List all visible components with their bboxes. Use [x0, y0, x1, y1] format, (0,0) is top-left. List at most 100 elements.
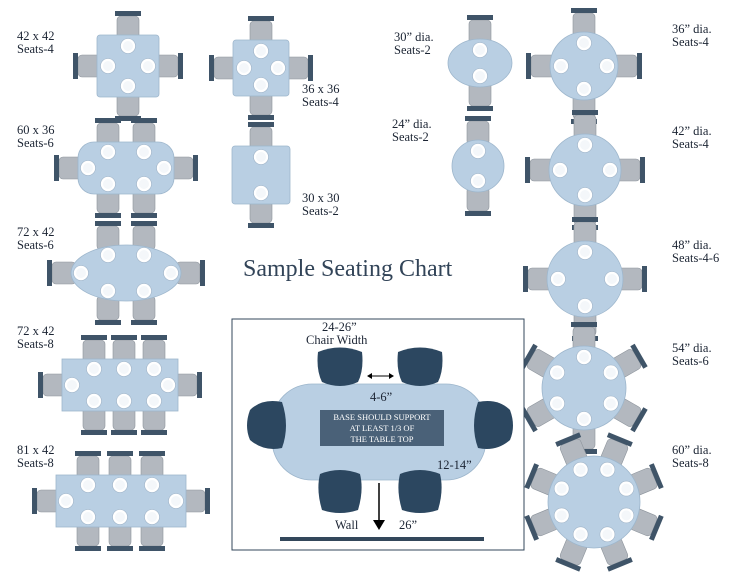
plate	[579, 84, 589, 94]
table-size: 36” dia.	[672, 22, 712, 36]
plate	[556, 61, 566, 71]
chair-back	[525, 157, 530, 183]
plate	[473, 146, 483, 156]
table-label-30x30: 30 x 30 Seats-2	[302, 192, 340, 218]
plate	[605, 367, 616, 378]
table-seats: Seats-4	[672, 35, 709, 49]
plate	[103, 250, 113, 260]
plate	[580, 247, 590, 257]
plate	[473, 176, 483, 186]
table-top	[547, 455, 641, 549]
chair-back	[139, 451, 165, 456]
chair-back	[637, 53, 642, 79]
plate	[83, 512, 93, 522]
chair	[571, 8, 597, 38]
square-table	[231, 122, 291, 228]
table-label-42dia: 42” dia. Seats-4	[672, 125, 712, 151]
chair-back	[248, 122, 274, 127]
chair	[95, 221, 121, 251]
table-edge-label: 12-14”	[437, 458, 472, 472]
chair-back	[606, 432, 633, 447]
chair-back	[73, 53, 78, 79]
plate	[159, 163, 169, 173]
plate	[139, 286, 149, 296]
table-size: 60” dia.	[672, 443, 712, 457]
chair	[131, 118, 157, 148]
table-label-54dia: 54” dia. Seats-6	[672, 342, 712, 368]
plate	[115, 480, 125, 490]
plate	[605, 398, 616, 409]
plate	[119, 364, 129, 374]
plate	[67, 380, 77, 390]
table-seats: Seats-6	[672, 354, 709, 368]
plate	[163, 380, 173, 390]
plate	[579, 414, 589, 424]
plate	[149, 396, 159, 406]
table-seats: Seats-2	[302, 204, 339, 218]
table-seats: Seats-6	[17, 238, 54, 252]
plate	[552, 367, 563, 378]
plate	[115, 512, 125, 522]
table-seats: Seats-4-6	[672, 251, 720, 265]
table-label-36dia: 36” dia. Seats-4	[672, 23, 712, 49]
plate	[103, 286, 113, 296]
table-label-24dia: 24” dia. Seats-2	[392, 118, 432, 144]
chair	[111, 405, 137, 435]
plate	[239, 63, 249, 73]
chair-back	[248, 223, 274, 228]
plate	[602, 61, 612, 71]
chair-back	[131, 221, 157, 226]
table-seats: Seats-2	[394, 43, 431, 57]
base-note-line: THE TABLE TOP	[350, 434, 414, 444]
chair-back	[95, 118, 121, 123]
chair	[523, 266, 553, 292]
chair-back	[248, 115, 274, 120]
chair-back	[131, 118, 157, 123]
diagram-chair-top	[317, 347, 363, 386]
chair-back	[95, 221, 121, 226]
square-table	[73, 11, 183, 121]
chair-back	[520, 343, 538, 369]
chair-width-label: Chair Width	[306, 333, 368, 347]
plate	[147, 512, 157, 522]
plate	[553, 274, 563, 284]
chair-back	[520, 407, 538, 433]
plate	[556, 483, 567, 494]
chair-back	[178, 53, 183, 79]
chair-back	[111, 335, 137, 340]
plate	[256, 80, 266, 90]
chair	[75, 521, 101, 551]
diagram-chair-right	[474, 401, 513, 449]
table-size: 30 x 30	[302, 191, 340, 205]
plate	[602, 529, 613, 540]
chair	[95, 188, 121, 218]
table-top	[546, 240, 624, 318]
table-label-48dia: 48” dia. Seats-4-6	[672, 239, 719, 265]
plate	[579, 352, 589, 362]
chair-back	[107, 451, 133, 456]
chair-back	[75, 546, 101, 551]
table-seats: Seats-4	[302, 95, 339, 109]
plate	[89, 396, 99, 406]
diagram-chair-left	[247, 401, 286, 449]
chair-back	[209, 55, 214, 81]
plate	[580, 301, 590, 311]
chair-back	[630, 407, 648, 433]
chair-width-value: 24-26”	[322, 320, 357, 334]
table-top	[231, 145, 291, 205]
plate	[607, 274, 617, 284]
chair	[467, 81, 493, 111]
chair	[131, 295, 157, 325]
plate	[123, 81, 133, 91]
chair-back	[54, 155, 59, 181]
plate	[579, 38, 589, 48]
chair	[572, 110, 598, 140]
plate	[103, 147, 113, 157]
plate	[552, 398, 563, 409]
chair	[131, 221, 157, 251]
plate	[555, 165, 565, 175]
round-table	[451, 116, 505, 216]
chair-back	[572, 110, 598, 115]
chair-back	[524, 514, 539, 541]
chair-back	[630, 343, 648, 369]
